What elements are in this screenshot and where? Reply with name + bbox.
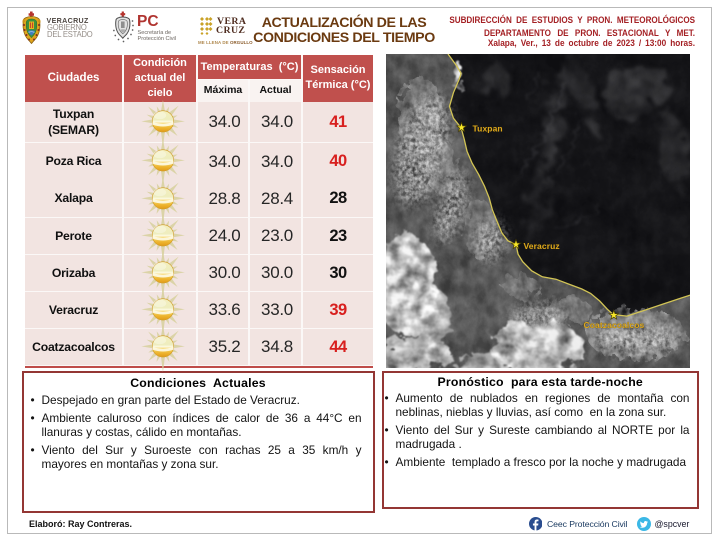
svg-text:Tuxpan: Tuxpan <box>473 124 503 134</box>
svg-text:Coatzacoalcos: Coatzacoalcos <box>584 320 645 330</box>
svg-text:Veracruz: Veracruz <box>524 241 560 251</box>
